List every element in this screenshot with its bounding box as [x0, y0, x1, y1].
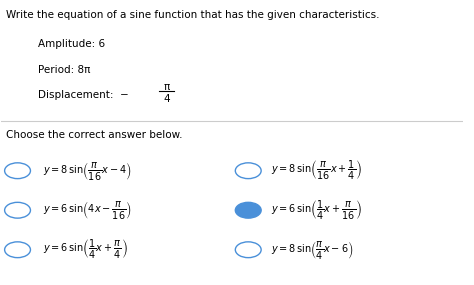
- Text: Displacement:  −: Displacement: −: [38, 90, 129, 100]
- Text: Choose the correct answer below.: Choose the correct answer below.: [6, 130, 182, 140]
- Text: Write the equation of a sine function that has the given characteristics.: Write the equation of a sine function th…: [6, 10, 380, 20]
- Text: Period: 8π: Period: 8π: [38, 65, 91, 75]
- Circle shape: [235, 202, 261, 218]
- Text: $y = 6\,\sin\!\left(4x - \dfrac{\pi}{16}\right)$: $y = 6\,\sin\!\left(4x - \dfrac{\pi}{16}…: [43, 199, 132, 221]
- Text: $y = 8\,\sin\!\left(\dfrac{\pi}{16}x - 4\right)$: $y = 8\,\sin\!\left(\dfrac{\pi}{16}x - 4…: [43, 160, 132, 182]
- Text: $y = 8\,\sin\!\left(\dfrac{\pi}{4}x - 6\right)$: $y = 8\,\sin\!\left(\dfrac{\pi}{4}x - 6\…: [271, 239, 354, 261]
- Text: Amplitude: 6: Amplitude: 6: [38, 40, 105, 50]
- Text: $y = 6\,\sin\!\left(\dfrac{1}{4}x + \dfrac{\pi}{4}\right)$: $y = 6\,\sin\!\left(\dfrac{1}{4}x + \dfr…: [43, 238, 128, 261]
- Text: $y = 8\,\sin\!\left(\dfrac{\pi}{16}x + \dfrac{1}{4}\right)$: $y = 8\,\sin\!\left(\dfrac{\pi}{16}x + \…: [271, 159, 362, 182]
- Text: $y = 6\,\sin\!\left(\dfrac{1}{4}x + \dfrac{\pi}{16}\right)$: $y = 6\,\sin\!\left(\dfrac{1}{4}x + \dfr…: [271, 199, 362, 222]
- Text: π: π: [164, 82, 170, 92]
- Text: 4: 4: [163, 94, 170, 104]
